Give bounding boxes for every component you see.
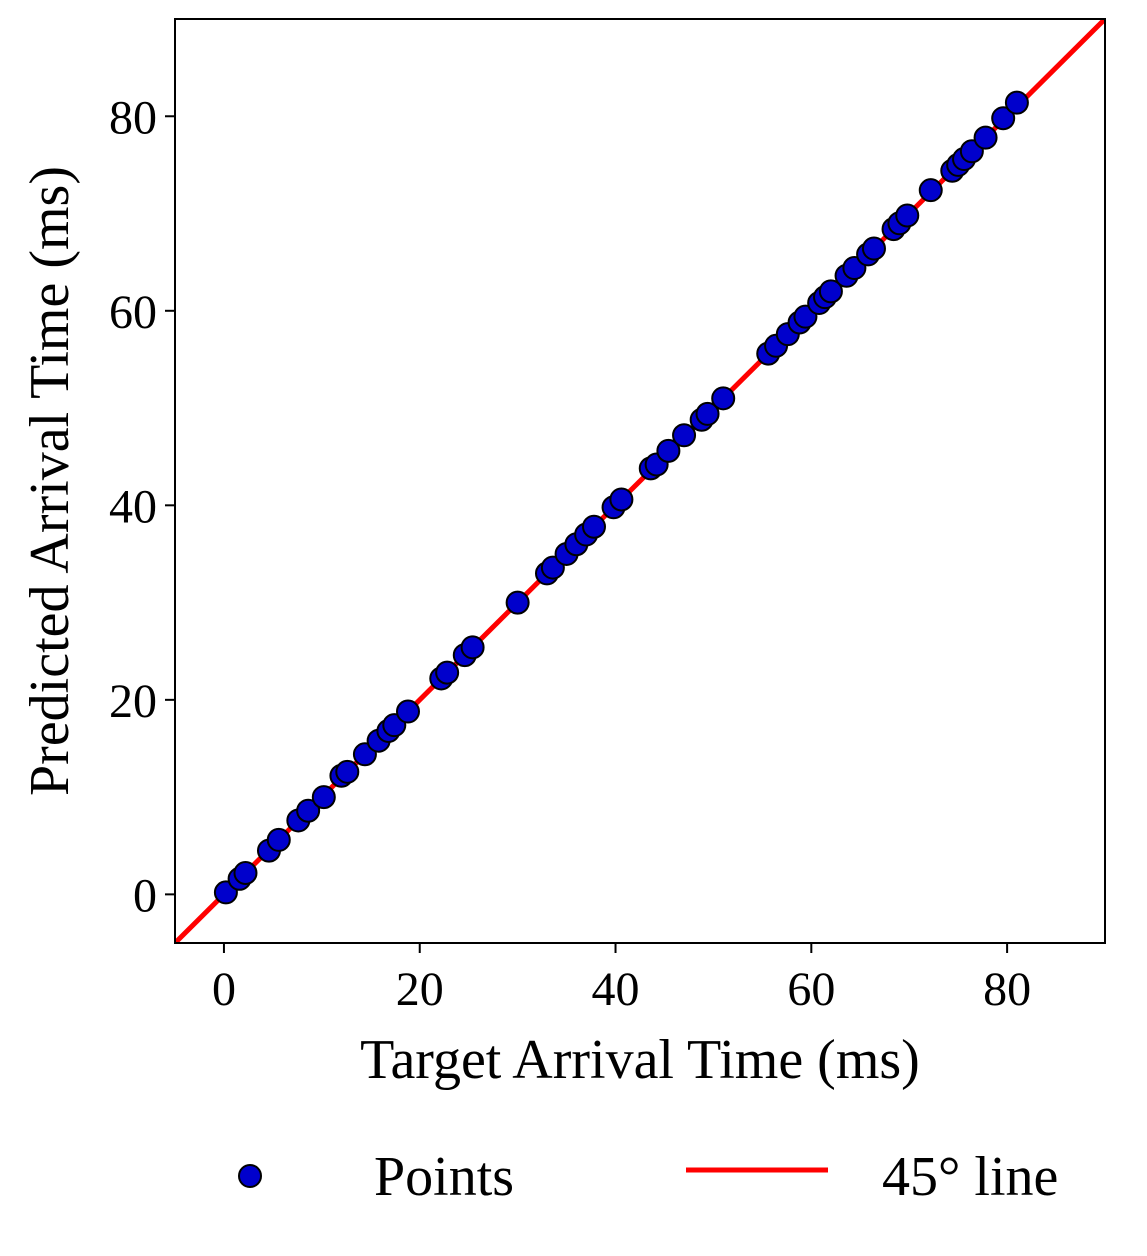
legend-marker-points [238,1164,262,1188]
x-tick-label: 80 [983,963,1031,1016]
data-point [672,423,697,448]
data-point [711,386,736,411]
y-tick-label: 80 [109,91,157,144]
x-tick-label: 20 [396,963,444,1016]
data-point [460,635,485,660]
x-axis: 0 20 40 60 80 [212,943,1031,1016]
y-axis-title: Predicted Arrival Time (ms) [19,166,81,796]
data-point [335,759,360,784]
y-tick-label: 0 [133,869,157,922]
data-point [1004,90,1029,115]
data-point [895,203,920,228]
data-point [609,487,634,512]
x-axis-title: Target Arrival Time (ms) [360,1029,920,1091]
y-tick-label: 40 [109,480,157,533]
data-point [818,279,843,304]
data-point [695,401,720,426]
y-tick-label: 60 [109,286,157,339]
data-point [505,590,530,615]
data-point [581,514,606,539]
y-tick-label: 20 [109,675,157,728]
x-tick-label: 60 [787,963,835,1016]
data-point [656,438,681,463]
data-point [435,660,460,685]
y-axis: 0 20 40 60 80 [109,91,175,922]
data-point [266,827,291,852]
data-point [311,785,336,810]
legend: Points 45° line [238,1146,1058,1208]
x-tick-label: 40 [592,963,640,1016]
data-point [395,699,420,724]
legend-label-line: 45° line [882,1146,1058,1208]
points-layer [213,90,1029,905]
plot-frame [174,18,1106,944]
data-point [296,798,321,823]
x-tick-label: 0 [212,963,236,1016]
data-point [861,236,886,261]
data-point [233,860,258,885]
data-point [918,178,943,203]
legend-label-points: Points [374,1146,514,1208]
data-point [973,125,998,150]
data-point [991,106,1016,131]
